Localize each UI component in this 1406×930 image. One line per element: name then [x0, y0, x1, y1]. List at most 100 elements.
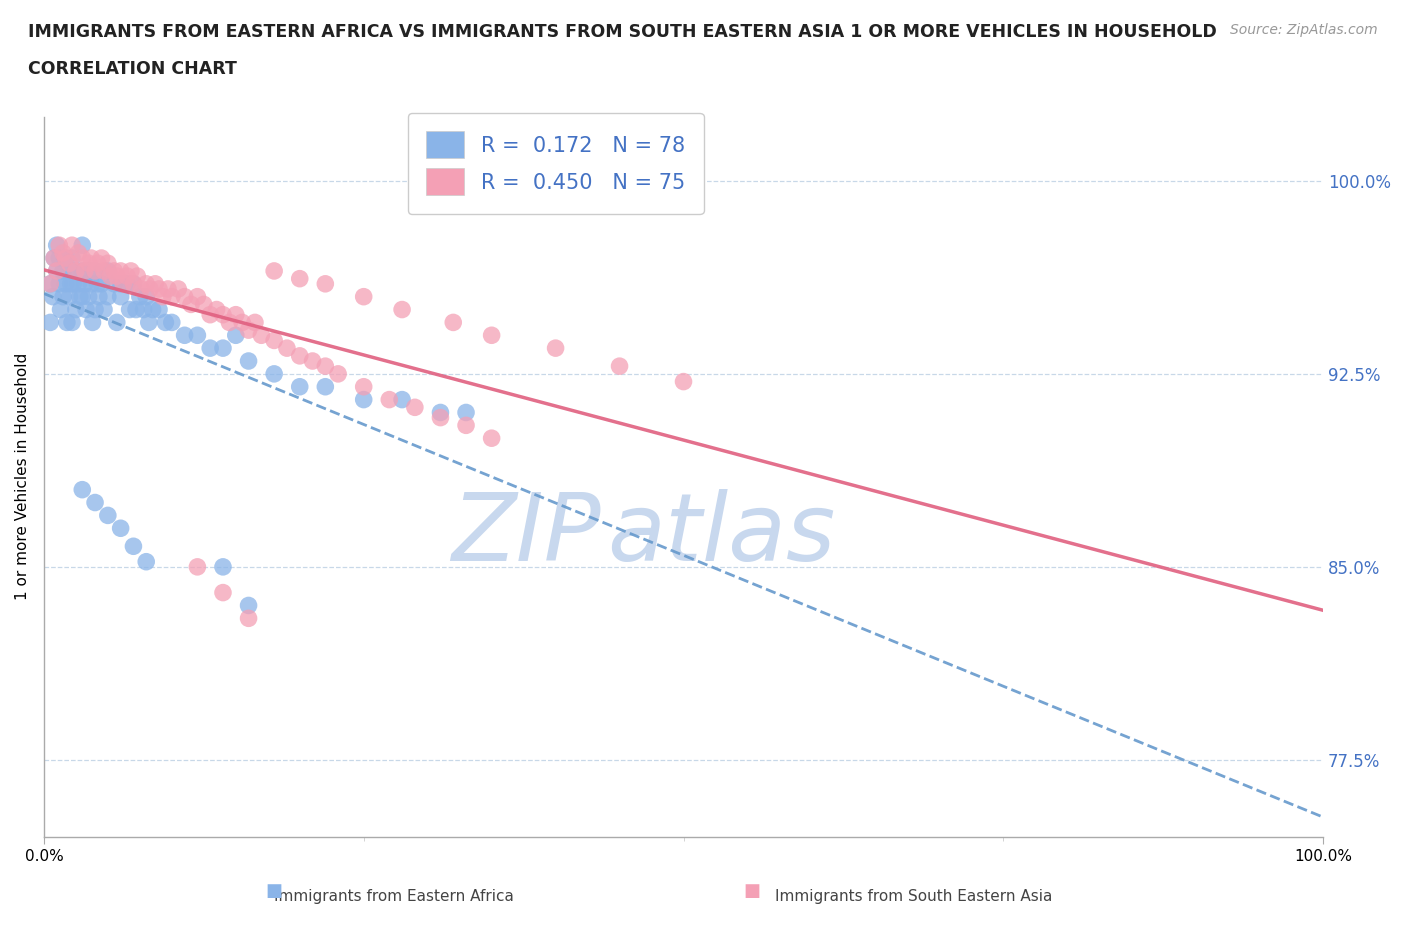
- Text: ZIP: ZIP: [451, 489, 600, 580]
- Point: [110, 263, 132, 278]
- Point: [48, 238, 70, 253]
- Point: [238, 598, 260, 613]
- Point: [60, 315, 83, 330]
- Point: [77, 263, 100, 278]
- Point: [58, 256, 80, 271]
- Point: [378, 392, 401, 407]
- Point: [65, 263, 87, 278]
- Point: [58, 289, 80, 304]
- Point: [118, 302, 141, 317]
- Point: [129, 282, 152, 297]
- Point: [454, 418, 477, 432]
- Point: [135, 554, 157, 569]
- Point: [52, 246, 75, 260]
- Point: [353, 392, 375, 407]
- Point: [65, 263, 87, 278]
- Point: [67, 246, 90, 260]
- Point: [56, 315, 79, 330]
- Text: ■: ■: [744, 883, 761, 900]
- Point: [87, 289, 110, 304]
- Point: [80, 276, 103, 291]
- Point: [125, 302, 148, 317]
- Point: [218, 315, 240, 330]
- Point: [212, 307, 235, 322]
- Point: [263, 366, 285, 381]
- Point: [45, 238, 67, 253]
- Point: [148, 282, 170, 297]
- Point: [429, 405, 451, 420]
- Point: [42, 251, 65, 266]
- Point: [143, 276, 166, 291]
- Point: [84, 263, 107, 278]
- Point: [276, 340, 298, 355]
- Point: [105, 315, 128, 330]
- Point: [173, 289, 195, 304]
- Point: [238, 353, 260, 368]
- Point: [314, 276, 336, 291]
- Point: [110, 521, 132, 536]
- Point: [263, 263, 285, 278]
- Point: [65, 302, 87, 317]
- Point: [198, 307, 221, 322]
- Point: [326, 366, 349, 381]
- Point: [97, 263, 120, 278]
- Point: [205, 302, 228, 317]
- Point: [391, 302, 413, 317]
- Point: [225, 328, 247, 343]
- Point: [62, 276, 84, 291]
- Point: [55, 251, 77, 266]
- Point: [672, 374, 695, 389]
- Point: [103, 263, 125, 278]
- Point: [353, 289, 375, 304]
- Point: [97, 256, 120, 271]
- Point: [100, 269, 122, 284]
- Point: [59, 276, 82, 291]
- Point: [353, 379, 375, 394]
- Point: [82, 315, 104, 330]
- Text: Source: ZipAtlas.com: Source: ZipAtlas.com: [1230, 23, 1378, 37]
- Point: [84, 263, 107, 278]
- Point: [122, 538, 145, 553]
- Point: [67, 276, 90, 291]
- Y-axis label: 1 or more Vehicles in Household: 1 or more Vehicles in Household: [15, 353, 30, 601]
- Point: [55, 276, 77, 291]
- Point: [132, 302, 155, 317]
- Text: Immigrants from Eastern Africa: Immigrants from Eastern Africa: [274, 889, 513, 904]
- Text: Immigrants from South Eastern Asia: Immigrants from South Eastern Asia: [775, 889, 1053, 904]
- Point: [288, 349, 311, 364]
- Point: [231, 315, 253, 330]
- Point: [115, 276, 138, 291]
- Point: [212, 340, 235, 355]
- Point: [110, 276, 132, 291]
- Point: [314, 379, 336, 394]
- Point: [167, 282, 190, 297]
- Point: [142, 302, 165, 317]
- Point: [544, 340, 567, 355]
- Point: [90, 251, 112, 266]
- Point: [48, 276, 70, 291]
- Text: IMMIGRANTS FROM EASTERN AFRICA VS IMMIGRANTS FROM SOUTH EASTERN ASIA 1 OR MORE V: IMMIGRANTS FROM EASTERN AFRICA VS IMMIGR…: [28, 23, 1216, 41]
- Point: [238, 611, 260, 626]
- Point: [138, 315, 160, 330]
- Point: [212, 560, 235, 575]
- Point: [52, 289, 75, 304]
- Point: [93, 263, 115, 278]
- Point: [180, 297, 202, 312]
- Point: [60, 251, 83, 266]
- Point: [80, 251, 103, 266]
- Point: [75, 302, 97, 317]
- Point: [243, 315, 266, 330]
- Point: [48, 251, 70, 266]
- Point: [391, 392, 413, 407]
- Point: [155, 315, 177, 330]
- Point: [454, 405, 477, 420]
- Point: [110, 289, 132, 304]
- Point: [288, 272, 311, 286]
- Point: [72, 238, 94, 253]
- Point: [186, 328, 208, 343]
- Point: [250, 328, 273, 343]
- Point: [156, 282, 179, 297]
- Point: [173, 328, 195, 343]
- Point: [288, 379, 311, 394]
- Point: [49, 302, 72, 317]
